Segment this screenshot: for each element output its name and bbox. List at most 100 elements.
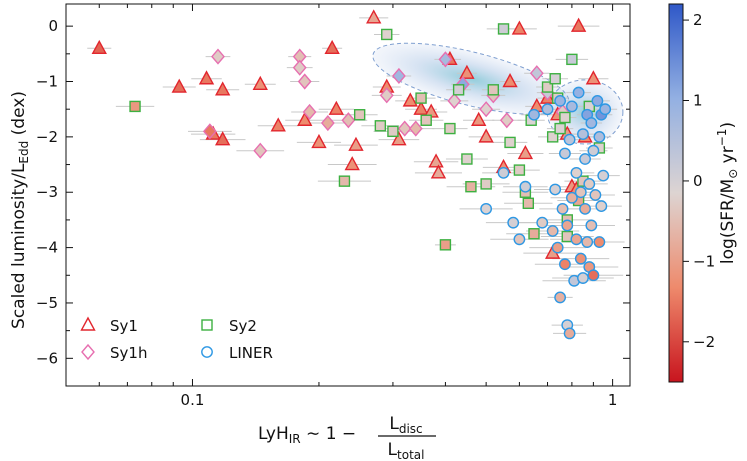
legend: Sy1 Sy1h Sy2 LINER	[80, 316, 273, 362]
y-tick-label: 0	[48, 17, 58, 35]
liner-point	[587, 269, 600, 282]
sy1h-point	[479, 101, 494, 118]
sy1-point	[91, 39, 107, 54]
sy2-point	[439, 239, 452, 251]
sy1-point	[324, 39, 340, 54]
legend-label-liner: LINER	[229, 344, 273, 362]
sy1h-point	[320, 114, 335, 132]
legend-marker-sy1	[80, 316, 96, 331]
colorbar-tick-label: 2	[693, 11, 703, 29]
colorbar-ticks: 2 1 0 −1 −2	[683, 11, 715, 351]
legend-label-sy1h: Sy1h	[110, 344, 147, 362]
y-tick-label: −1	[36, 73, 58, 91]
sy1h-point	[297, 73, 312, 90]
sy2-point	[546, 131, 559, 143]
sy2-point	[387, 125, 399, 138]
liner-point	[579, 202, 591, 215]
sy1h-point	[211, 48, 225, 65]
liner-point	[554, 291, 567, 304]
liner-point	[563, 327, 576, 340]
sy2-point	[420, 114, 432, 126]
liner-point	[549, 183, 562, 196]
sy2-point	[415, 92, 427, 104]
svg-text:Ldisc: Ldisc	[389, 414, 422, 436]
legend-marker-sy1h	[81, 343, 95, 361]
sy1-point	[328, 100, 345, 115]
svg-text:LyHIR ∼ 1 −: LyHIR ∼ 1 −	[258, 424, 356, 446]
sy1-point	[570, 17, 587, 32]
sy2-point	[338, 175, 351, 187]
liner-point	[595, 200, 608, 212]
sy1-point	[517, 145, 534, 160]
liner-point	[591, 94, 604, 107]
sy2-point	[549, 73, 561, 85]
sy1h-point	[341, 112, 356, 129]
legend-label-sy2: Sy2	[229, 317, 257, 335]
liner-point	[519, 180, 532, 193]
legend-marker-sy2	[201, 319, 213, 331]
liner-point	[559, 147, 571, 160]
sy1-point	[430, 164, 447, 179]
liner-point	[565, 191, 578, 204]
sy2-point	[559, 111, 571, 124]
sy1h-point	[292, 59, 307, 76]
liner-point	[559, 258, 571, 271]
sy2-point	[381, 28, 393, 41]
liner-point	[572, 86, 585, 99]
liner-point	[574, 252, 587, 265]
liner-point	[497, 166, 510, 179]
sy1h-point	[302, 103, 317, 121]
liner-point	[585, 219, 598, 232]
liner-point	[480, 202, 493, 215]
liner-point	[583, 178, 596, 190]
sy1-point	[311, 133, 327, 149]
sy1-point	[198, 70, 215, 85]
liner-point	[597, 169, 610, 182]
liner-point	[561, 219, 574, 232]
liner-point	[587, 144, 600, 157]
liner-point	[507, 216, 520, 229]
sy1h-point	[253, 142, 268, 159]
liner-point	[554, 94, 567, 107]
liner-point	[599, 103, 612, 116]
sy1-point	[214, 131, 231, 146]
sy2-point	[452, 84, 465, 96]
sy2-point	[465, 180, 477, 193]
sy2-point	[480, 178, 492, 190]
density-contour-line	[546, 79, 624, 145]
liner-point	[528, 108, 540, 121]
sy1-point	[502, 73, 518, 88]
sy1-point	[171, 78, 187, 93]
sy2-point	[522, 197, 535, 210]
sy1h-point	[529, 65, 544, 82]
sy2-point	[374, 120, 387, 132]
liner-point	[570, 166, 583, 179]
plot-frame	[65, 3, 631, 387]
sy2-point	[528, 228, 540, 240]
sy1-point	[366, 9, 382, 24]
y-axis-label: Scaled luminosity/LEdd (dex)	[9, 91, 31, 329]
sy1h-point	[391, 67, 406, 85]
sy2-point	[497, 23, 510, 35]
liner-point	[513, 233, 526, 246]
liner-point	[577, 128, 589, 141]
liner-point	[551, 241, 564, 254]
sy1h-point	[397, 120, 412, 137]
liner-point	[593, 236, 606, 248]
sy1-point	[585, 70, 602, 85]
colorbar-tick-label: 1	[693, 92, 703, 110]
sy1-point	[428, 153, 444, 168]
x-tick-label: 0.1	[181, 391, 205, 409]
y-tick-label: −4	[36, 239, 58, 257]
sy1-point	[344, 156, 360, 171]
y-tick-label: −3	[36, 183, 58, 201]
liner-point	[570, 233, 583, 246]
sy1-point	[413, 100, 429, 115]
sy1-point	[270, 117, 286, 132]
sy1-point	[402, 92, 418, 107]
sy2-point	[461, 153, 473, 165]
sy2-point	[513, 164, 526, 176]
colorbar	[668, 3, 684, 383]
liner-point	[536, 216, 549, 229]
